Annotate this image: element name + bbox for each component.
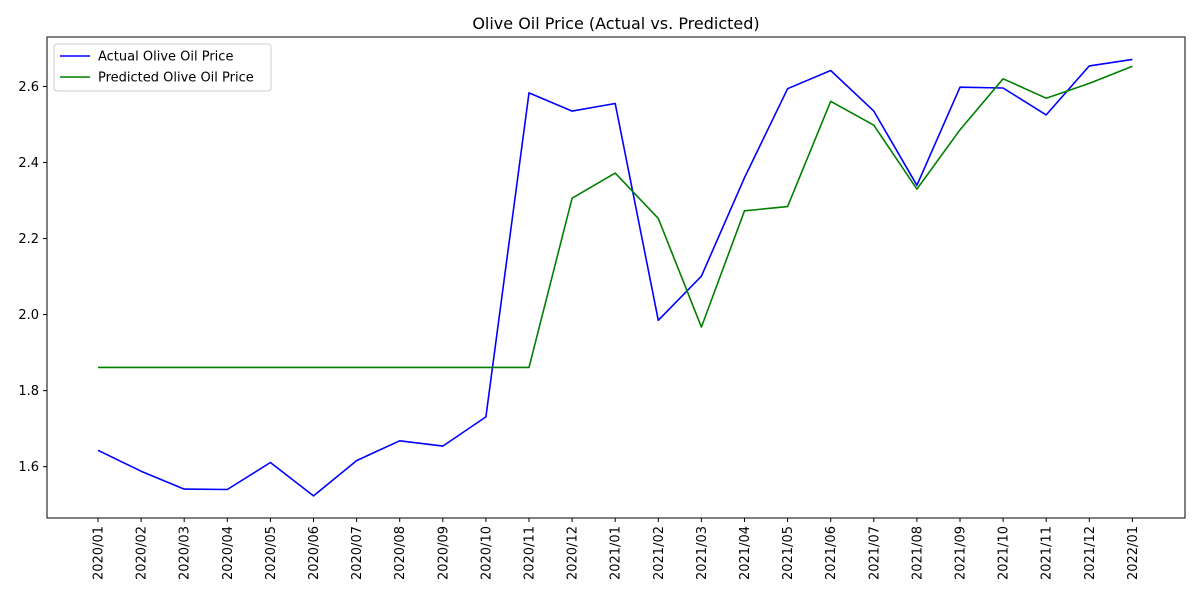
- x-tick-label: 2021/12: [1083, 526, 1098, 580]
- x-tick-label: 2021/11: [1040, 526, 1055, 580]
- chart-title: Olive Oil Price (Actual vs. Predicted): [472, 14, 759, 33]
- x-tick-label: 2021/09: [954, 526, 969, 580]
- y-tick-label: 2.0: [18, 308, 39, 323]
- x-tick-label: 2021/06: [824, 526, 839, 580]
- x-tick-label: 2021/08: [910, 526, 925, 580]
- x-tick-label: 2021/10: [997, 526, 1012, 580]
- plot-frame: [46, 36, 1186, 519]
- x-tick-label: 2020/02: [135, 526, 150, 580]
- x-tick-label: 2020/07: [350, 526, 365, 580]
- series-line-predicted: [98, 65, 1133, 369]
- x-tick-label: 2020/06: [307, 526, 322, 580]
- x-tick-label: 2020/10: [479, 526, 494, 580]
- x-tick-label: 2021/03: [695, 526, 710, 580]
- x-tick-label: 2021/04: [738, 526, 753, 580]
- x-tick-label: 2021/02: [652, 526, 667, 580]
- legend-box: [53, 43, 272, 92]
- series-line-actual: [97, 58, 1133, 497]
- legend-label: Actual Olive Oil Price: [98, 50, 233, 65]
- y-tick-label: 2.4: [18, 156, 39, 171]
- x-tick-label: 2020/09: [436, 526, 451, 580]
- x-tick-label: 2020/12: [566, 526, 581, 580]
- y-tick-label: 2.2: [18, 232, 39, 247]
- y-tick-label: 1.8: [18, 384, 39, 399]
- x-tick-label: 2021/07: [867, 526, 882, 580]
- x-tick-label: 2020/05: [264, 526, 279, 580]
- x-tick-label: 2020/11: [523, 526, 538, 580]
- legend-label: Predicted Olive Oil Price: [98, 71, 254, 86]
- x-tick-label: 2021/01: [609, 526, 624, 580]
- y-tick-label: 2.6: [18, 80, 39, 95]
- x-tick-label: 2022/01: [1126, 526, 1141, 580]
- x-tick-label: 2020/08: [393, 526, 408, 580]
- y-tick-label: 1.6: [18, 460, 39, 475]
- x-tick-label: 2021/05: [781, 526, 796, 580]
- x-tick-label: 2020/04: [221, 526, 236, 580]
- x-tick-label: 2020/01: [92, 526, 107, 580]
- x-tick-label: 2020/03: [178, 526, 193, 580]
